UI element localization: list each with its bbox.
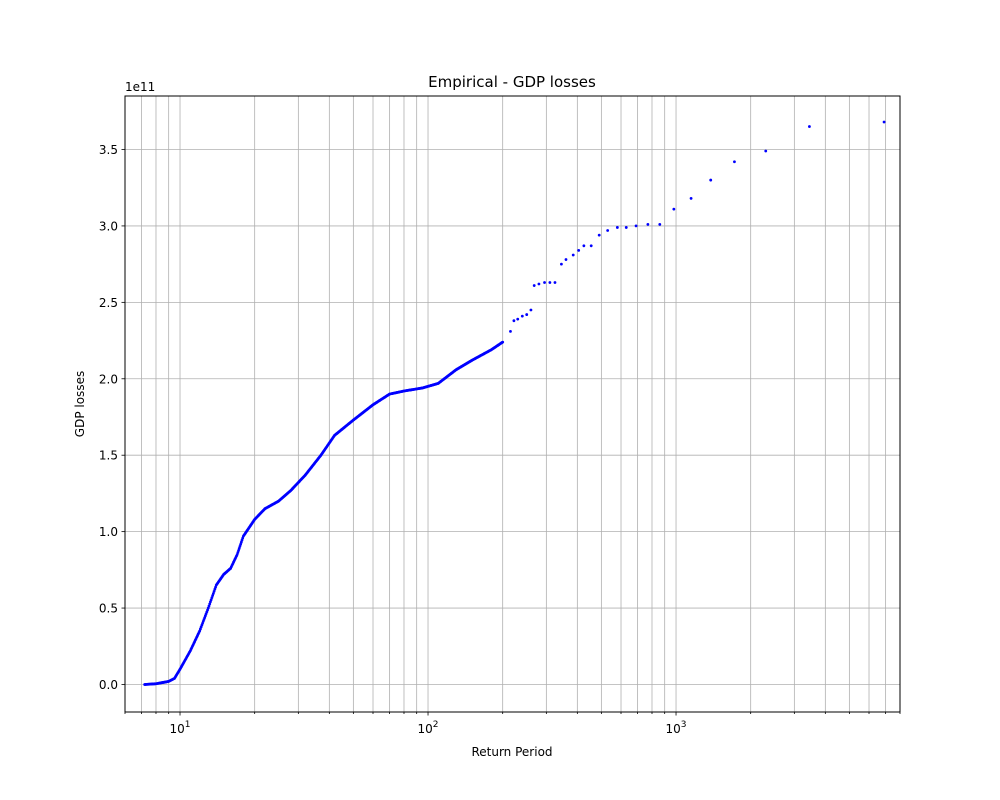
- data-point: [543, 281, 546, 284]
- data-point: [509, 329, 512, 333]
- x-tick-label: 102: [418, 720, 439, 736]
- data-point: [634, 224, 638, 228]
- data-point: [589, 244, 593, 248]
- data-point: [808, 125, 811, 128]
- data-point: [525, 313, 529, 316]
- y-tick-label: 0.5: [99, 602, 118, 616]
- plot-frame: [124, 95, 901, 713]
- x-axis-ticks: 101 102 103: [124, 712, 901, 736]
- grid-lines: [124, 96, 901, 712]
- data-point: [501, 340, 505, 344]
- data-point: [571, 253, 575, 257]
- data-point: [646, 223, 650, 226]
- data-point: [548, 281, 552, 284]
- data-point: [560, 262, 563, 266]
- data-point: [615, 226, 619, 229]
- data-point: [564, 258, 568, 261]
- x-tick-label: 103: [666, 720, 687, 736]
- data-point: [658, 223, 662, 226]
- data-point: [537, 282, 541, 286]
- data-point: [689, 197, 693, 200]
- y-tick-label: 0.0: [99, 678, 118, 692]
- data-point: [520, 314, 524, 318]
- y-tick-label: 1.0: [99, 525, 118, 539]
- data-point: [672, 207, 676, 211]
- data-point: [532, 284, 536, 287]
- data-point: [597, 233, 601, 237]
- data-point: [582, 244, 586, 248]
- data-point: [606, 229, 610, 232]
- data-point: [882, 120, 886, 124]
- x-tick-label: 101: [170, 720, 191, 736]
- data-point: [516, 317, 520, 321]
- data-point: [709, 178, 713, 182]
- y-tick-label: 2.5: [99, 296, 118, 310]
- y-offset-label: 1e11: [125, 80, 155, 94]
- data-points: [143, 120, 886, 686]
- y-tick-label: 2.0: [99, 372, 118, 386]
- chart-title: Empirical - GDP losses: [428, 73, 596, 91]
- data-point: [553, 281, 557, 284]
- data-point: [577, 248, 581, 252]
- x-axis-label: Return Period: [471, 745, 552, 759]
- y-axis-label: GDP losses: [73, 371, 87, 437]
- data-point: [624, 226, 628, 229]
- data-point: [733, 160, 736, 164]
- data-point: [529, 308, 533, 312]
- y-tick-label: 3.0: [99, 219, 118, 233]
- data-point: [512, 319, 516, 323]
- y-tick-label: 1.5: [99, 449, 118, 463]
- y-tick-label: 3.5: [99, 143, 118, 157]
- data-point: [764, 149, 768, 153]
- y-axis-ticks: 0.0 0.5 1.0 1.5 2.0 2.5 3.0 3.5: [99, 143, 125, 692]
